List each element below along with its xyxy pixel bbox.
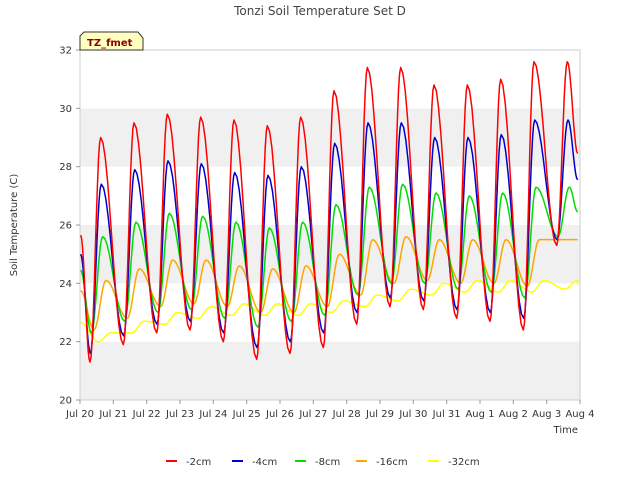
grid-band: [80, 50, 580, 109]
x-tick-label: Aug 1: [465, 409, 494, 420]
series-line-minus-32cm: [80, 279, 579, 343]
legend-label: -4cm: [252, 457, 277, 468]
x-tick-label: Jul 23: [165, 409, 194, 420]
y-tick-label: 20: [59, 396, 72, 407]
legend: -2cm -4cm -8cm -16cm -32cm: [166, 457, 480, 468]
y-tick-label: 30: [59, 104, 72, 115]
x-tick-label: Jul 24: [198, 409, 227, 420]
x-tick-label: Jul 30: [398, 409, 427, 420]
grid-band: [80, 341, 580, 400]
y-tick-label: 28: [59, 162, 72, 173]
legend-label: -8cm: [315, 457, 340, 468]
x-tick-label: Aug 3: [532, 409, 561, 420]
badge-label: TZ_fmet: [87, 38, 133, 49]
x-tick-label: Jul 27: [298, 409, 327, 420]
x-tick-label: Jul 29: [365, 409, 394, 420]
series-line-minus-2cm: [79, 60, 579, 363]
station-badge: TZ_fmet: [79, 31, 144, 51]
x-axis-title: Time: [553, 425, 578, 436]
y-tick-label: 24: [59, 279, 72, 290]
y-tick-label: 32: [59, 46, 72, 57]
legend-label: -16cm: [376, 457, 408, 468]
x-tick-label: Jul 25: [232, 409, 261, 420]
x-tick-label: Jul 20: [65, 409, 94, 420]
y-axis-ticks: 20 22 24 26 28 30 32: [59, 46, 80, 407]
x-tick-label: Jul 26: [265, 409, 294, 420]
y-tick-label: 26: [59, 221, 72, 232]
x-tick-label: Aug 2: [499, 409, 528, 420]
x-tick-label: Jul 22: [132, 409, 161, 420]
legend-label: -32cm: [448, 457, 480, 468]
y-axis-title: Soil Temperature (C): [9, 174, 20, 277]
legend-label: -2cm: [186, 457, 211, 468]
chart-title: Tonzi Soil Temperature Set D: [233, 4, 406, 18]
y-tick-label: 22: [59, 337, 72, 348]
x-tick-label: Jul 31: [432, 409, 461, 420]
series-line-minus-16cm: [80, 235, 578, 331]
x-tick-label: Jul 28: [332, 409, 361, 420]
badge-box: [79, 31, 144, 51]
x-tick-label: Aug 4: [565, 409, 594, 420]
series-layer: [79, 60, 579, 363]
x-axis-ticks: Jul 20 Jul 21 Jul 22 Jul 23 Jul 24 Jul 25 Jul …: [65, 400, 595, 420]
x-tick-label: Jul 21: [98, 409, 127, 420]
